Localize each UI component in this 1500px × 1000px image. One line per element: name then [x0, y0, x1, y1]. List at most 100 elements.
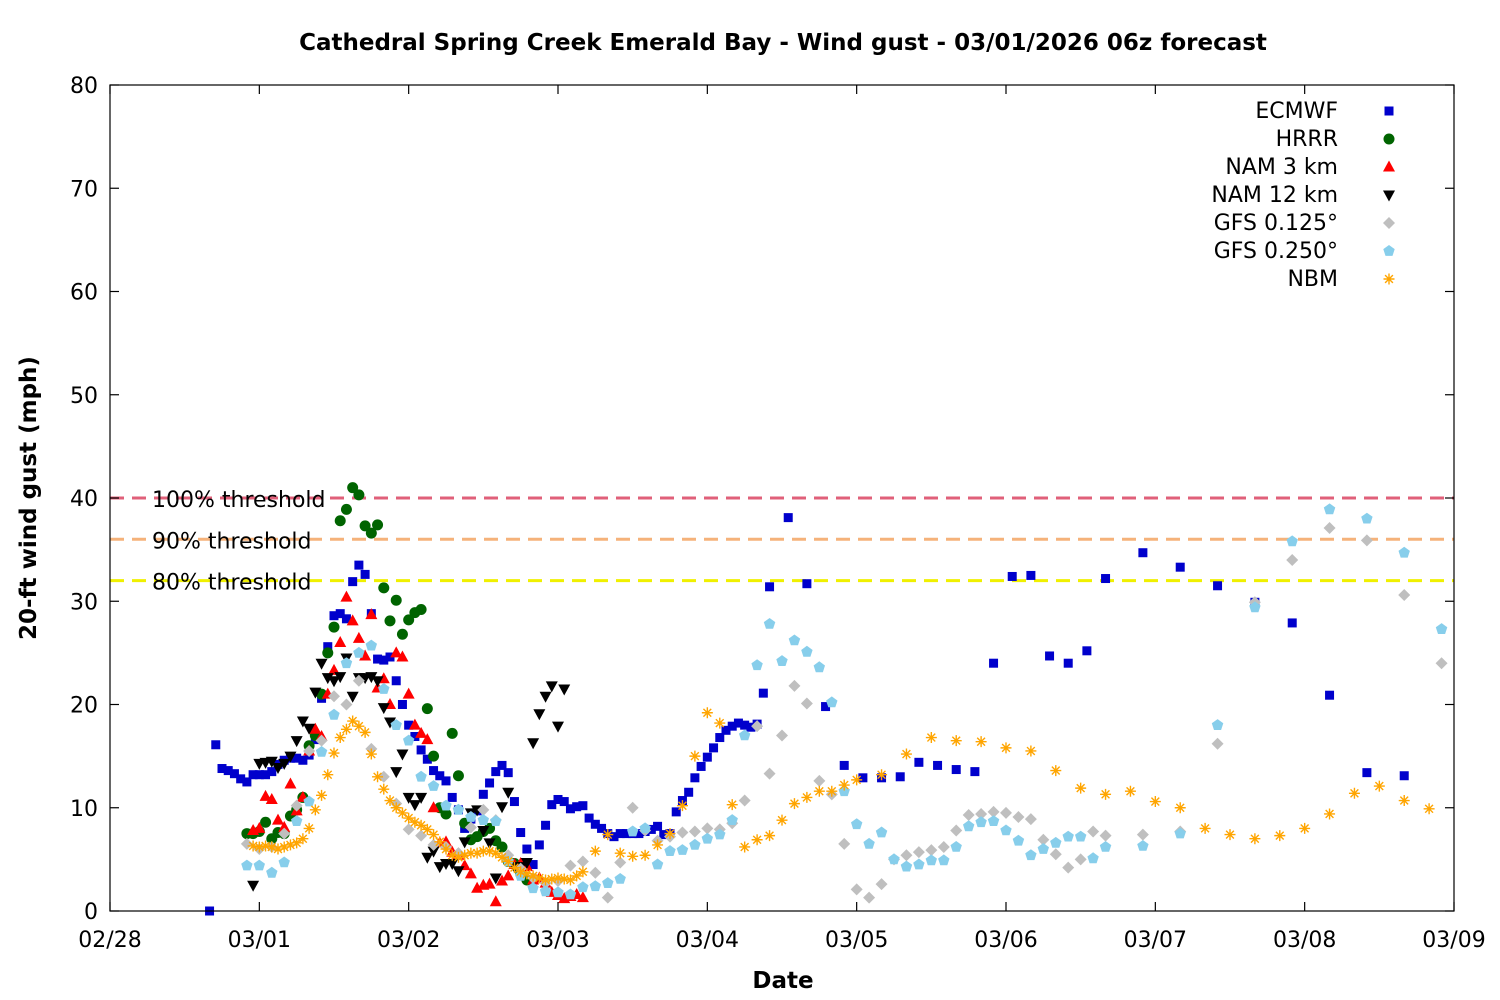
point-ecmwf: [858, 773, 868, 783]
point-hrrr: [446, 727, 458, 739]
point-gfs-0-250: [1000, 824, 1012, 836]
point-nam-3-km: [265, 792, 278, 804]
y-tick-label: 20: [70, 694, 98, 719]
point-gfs-0-250: [577, 881, 589, 893]
point-gfs-0-125: [564, 859, 577, 872]
point-nam-12-km: [377, 703, 390, 715]
point-gfs-0-125: [315, 734, 328, 747]
point-nbm: [266, 841, 278, 853]
point-nam-12-km: [315, 658, 328, 670]
point-nam-12-km: [309, 687, 322, 699]
point-gfs-0-250: [602, 877, 614, 888]
point-gfs-0-125: [1398, 589, 1411, 602]
point-nam-12-km: [402, 792, 415, 804]
point-gfs-0-125: [850, 883, 863, 896]
point-hrrr: [403, 614, 415, 626]
point-ecmwf: [1287, 618, 1297, 628]
point-hrrr: [428, 750, 440, 762]
point-gfs-0-250: [826, 696, 838, 708]
point-nbm: [372, 771, 384, 783]
point-hrrr: [452, 770, 464, 782]
point-nbm: [639, 849, 651, 861]
legend-marker-nam-3-km: [1383, 160, 1395, 172]
point-gfs-0-250: [788, 634, 801, 646]
legend-label-nbm: NBM: [1287, 267, 1338, 292]
point-nbm: [340, 723, 352, 735]
point-gfs-0-125: [1024, 813, 1037, 826]
point-nbm: [739, 841, 751, 853]
point-gfs-0-125: [340, 698, 353, 711]
point-nbm: [533, 872, 545, 884]
point-ecmwf: [422, 754, 432, 764]
point-ecmwf: [746, 722, 756, 732]
point-ecmwf: [597, 823, 607, 833]
point-gfs-0-250: [925, 854, 937, 866]
legend-marker-gfs-0-125: [1383, 217, 1395, 229]
point-gfs-0-250: [950, 841, 962, 852]
point-ecmwf: [653, 821, 663, 831]
point-gfs-0-125: [863, 891, 876, 904]
point-gfs-0-125: [278, 827, 291, 840]
point-ecmwf: [584, 813, 594, 823]
point-gfs-0-250: [1037, 843, 1049, 854]
point-gfs-0-250: [1249, 601, 1261, 613]
point-gfs-0-125: [328, 690, 340, 703]
point-ecmwf: [696, 761, 706, 771]
point-ecmwf: [609, 832, 619, 842]
point-hrrr: [353, 489, 365, 501]
point-gfs-0-250: [589, 880, 601, 892]
point-gfs-0-250: [253, 859, 265, 871]
point-ecmwf: [1213, 581, 1223, 591]
point-gfs-0-250: [888, 853, 900, 865]
point-ecmwf: [385, 652, 395, 662]
point-nbm: [328, 747, 340, 759]
point-nbm: [664, 828, 676, 840]
point-ecmwf: [933, 760, 943, 770]
point-nbm: [751, 834, 763, 846]
point-ecmwf: [528, 860, 538, 870]
point-ecmwf: [684, 787, 694, 797]
point-gfs-0-250: [963, 820, 975, 832]
point-nbm: [652, 839, 664, 851]
point-nbm: [1124, 785, 1136, 797]
point-gfs-0-125: [601, 891, 614, 904]
point-nam-12-km: [545, 681, 558, 693]
point-nbm: [508, 862, 520, 874]
point-nbm: [1324, 808, 1336, 820]
point-gfs-0-250: [739, 729, 751, 741]
threshold-label-100-threshold: 100% threshold: [152, 488, 326, 513]
point-nam-12-km: [365, 672, 378, 684]
point-nbm: [1299, 822, 1311, 834]
x-tick-label: 03/07: [1124, 928, 1187, 953]
point-nbm: [390, 802, 402, 814]
y-tick-label: 10: [70, 797, 98, 822]
point-gfs-0-250: [340, 657, 353, 669]
point-nam-12-km: [290, 736, 303, 748]
point-gfs-0-125: [1435, 657, 1448, 670]
point-nbm: [515, 866, 527, 878]
point-nbm: [925, 732, 937, 744]
point-nbm: [396, 807, 408, 819]
point-gfs-0-125: [1211, 737, 1224, 750]
point-gfs-0-250: [328, 708, 340, 720]
legend-marker-gfs-0-250: [1383, 245, 1395, 256]
point-nbm: [676, 800, 688, 812]
point-gfs-0-125: [1000, 806, 1012, 819]
point-gfs-0-125: [688, 825, 701, 838]
point-nam-12-km: [284, 751, 297, 763]
point-nam-12-km: [446, 859, 459, 871]
point-gfs-0-125: [626, 801, 639, 814]
point-gfs-0-125: [589, 866, 602, 879]
point-nam-12-km: [483, 838, 496, 850]
point-nbm: [540, 874, 552, 886]
point-gfs-0-250: [975, 816, 987, 828]
point-ecmwf: [989, 658, 999, 668]
y-tick-label: 0: [84, 900, 98, 925]
point-ecmwf: [1007, 571, 1017, 581]
series-nbm: [247, 707, 1435, 886]
point-nbm: [471, 847, 483, 859]
point-nam-12-km: [247, 880, 260, 892]
point-nam-12-km: [371, 676, 384, 688]
point-hrrr: [384, 615, 396, 627]
point-ecmwf: [733, 718, 743, 728]
